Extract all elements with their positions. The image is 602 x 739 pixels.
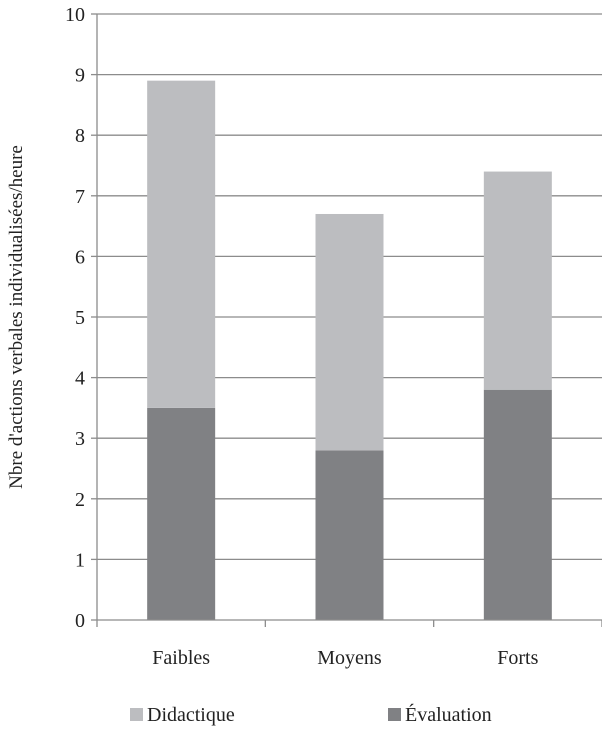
y-tick-label: 5: [75, 307, 85, 329]
legend-swatch-valuation: [388, 708, 401, 721]
y-tick-label: 9: [75, 65, 85, 87]
y-tick-label: 8: [75, 125, 85, 147]
x-tick-label: Moyens: [317, 647, 382, 669]
legend-swatch-didactique: [130, 708, 143, 721]
bar-valuation-forts: [483, 389, 552, 620]
x-tick-labels: Faibles Moyens Forts: [152, 647, 538, 669]
x-tick-label: Forts: [497, 647, 538, 669]
y-tick-label: 7: [75, 186, 85, 208]
legend: Didactique Évaluation: [130, 703, 492, 726]
bar-didactique-faibles: [147, 80, 216, 408]
bar-valuation-faibles: [147, 407, 216, 620]
axes: [91, 13, 602, 627]
legend-label: Didactique: [147, 704, 235, 726]
bars: [147, 80, 552, 620]
y-tick-labels: 0 1 2 3 4 5 6 7 8 9 10: [65, 4, 85, 632]
y-tick-label: 2: [75, 489, 85, 511]
y-tick-label: 4: [75, 368, 85, 390]
y-tick-label: 0: [75, 610, 85, 632]
y-tick-label: 3: [75, 428, 85, 450]
y-tick-label: 6: [75, 246, 85, 268]
legend-label: Évaluation: [405, 703, 492, 726]
y-axis-label: Nbre d'actions verbales individualisées/…: [6, 145, 27, 489]
bar-didactique-moyens: [315, 213, 384, 451]
x-tick-label: Faibles: [152, 647, 210, 669]
bar-valuation-moyens: [315, 450, 384, 620]
bar-didactique-forts: [483, 171, 552, 390]
y-tick-label: 10: [65, 4, 85, 26]
y-tick-label: 1: [75, 549, 85, 571]
